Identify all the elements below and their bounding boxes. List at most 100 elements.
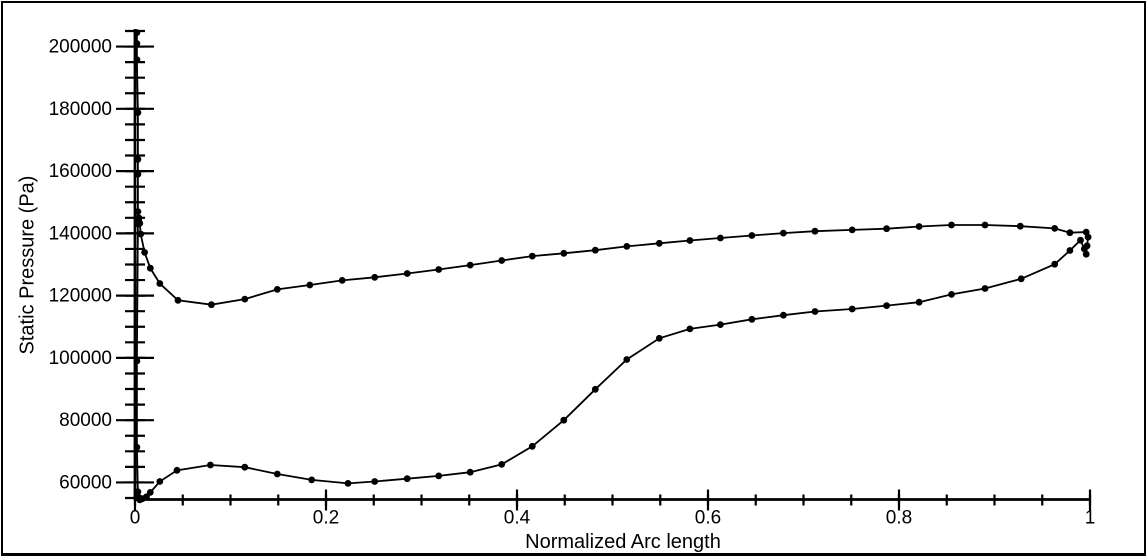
y-tick-label: 80000 <box>59 410 112 431</box>
pressure-curve <box>136 32 1090 502</box>
data-point-marker <box>141 249 149 256</box>
data-point-marker <box>948 291 955 298</box>
y-axis-title: Static Pressure (Pa) <box>16 175 39 355</box>
data-point-marker <box>623 356 631 363</box>
data-point-marker <box>717 321 724 328</box>
data-point-marker <box>848 226 856 234</box>
data-point-marker <box>1082 228 1090 236</box>
data-point-marker <box>591 246 599 254</box>
x-tick-label: 0.6 <box>695 508 721 529</box>
data-point-marker <box>344 480 352 487</box>
data-point-marker <box>134 488 142 496</box>
data-point-marker <box>134 155 142 163</box>
data-point-marker <box>146 489 154 496</box>
data-point-marker <box>133 29 141 36</box>
data-point-marker <box>174 296 182 304</box>
data-point-marker <box>1016 222 1024 230</box>
data-point-marker <box>133 56 141 63</box>
data-point-marker <box>498 461 506 468</box>
data-point-marker <box>1051 225 1059 232</box>
data-point-marker <box>136 220 144 227</box>
data-point-marker <box>466 468 474 476</box>
data-point-marker <box>134 208 142 216</box>
data-point-marker <box>134 170 142 178</box>
data-point-marker <box>156 280 164 287</box>
data-point-marker <box>241 463 249 471</box>
data-point-marker <box>133 443 141 451</box>
data-point-marker <box>748 232 756 239</box>
data-point-marker <box>133 40 141 47</box>
data-point-marker <box>686 237 694 244</box>
data-point-marker <box>811 308 819 315</box>
y-tick-label: 180000 <box>49 99 112 120</box>
x-tick-label: 0.2 <box>313 508 339 529</box>
data-point-marker <box>135 214 143 222</box>
data-point-marker <box>883 302 890 309</box>
data-point-marker <box>308 476 316 484</box>
data-point-marker <box>655 239 663 247</box>
data-point-marker <box>748 315 756 323</box>
data-point-marker <box>1077 236 1084 244</box>
data-point-marker <box>981 285 989 292</box>
data-point-marker <box>1066 247 1074 254</box>
data-point-marker <box>915 223 923 230</box>
data-point-marker <box>173 466 181 474</box>
data-point-marker <box>435 472 443 480</box>
x-tick-label: 1 <box>1085 508 1096 529</box>
data-point-marker <box>948 221 955 229</box>
data-point-marker <box>208 301 215 309</box>
x-tick-label: 0.4 <box>504 508 531 529</box>
data-point-marker <box>134 109 142 116</box>
data-point-marker <box>466 261 474 269</box>
data-point-marker <box>981 221 989 229</box>
data-point-marker <box>338 277 346 284</box>
data-point-marker <box>498 257 506 264</box>
data-point-marker <box>848 305 856 313</box>
data-point-marker <box>591 385 599 393</box>
data-point-marker <box>623 243 631 250</box>
y-tick-label: 160000 <box>49 161 112 182</box>
data-point-marker <box>1083 242 1091 250</box>
data-point-marker <box>306 281 314 289</box>
data-point-marker <box>780 311 787 319</box>
x-axis-title: Normalized Arc length <box>525 531 721 553</box>
data-point-marker <box>156 478 164 485</box>
plot-canvas: 60000 80000 100000 120000 140000 160000 180000… <box>49 29 1096 529</box>
data-point-marker <box>1051 260 1059 268</box>
data-point-marker <box>133 357 141 365</box>
data-point-marker <box>207 461 214 469</box>
data-point-marker <box>241 295 249 303</box>
data-point-marker <box>371 273 379 281</box>
data-point-marker <box>811 227 819 235</box>
y-tick-label: 100000 <box>49 348 112 369</box>
data-point-marker <box>528 252 536 260</box>
data-point-marker <box>146 264 154 272</box>
data-point-marker <box>273 470 281 478</box>
data-point-marker <box>273 286 281 293</box>
data-point-marker <box>915 298 923 306</box>
data-point-marker <box>686 325 694 333</box>
x-tick-label: 0.8 <box>886 508 912 529</box>
data-point-marker <box>560 416 568 424</box>
data-point-marker <box>403 270 411 277</box>
data-point-marker <box>883 225 890 233</box>
data-point-marker <box>1066 229 1074 237</box>
data-point-marker <box>560 249 568 257</box>
x-tick-label: 0 <box>130 508 141 529</box>
data-point-marker <box>528 442 536 450</box>
data-point-marker <box>717 234 724 242</box>
data-point-marker <box>143 493 150 501</box>
data-point-marker <box>1082 250 1090 258</box>
y-tick-label: 140000 <box>49 223 112 244</box>
y-tick-label: 120000 <box>49 286 112 307</box>
data-point-marker <box>1017 275 1025 283</box>
y-tick-label: 200000 <box>49 37 112 58</box>
data-point-marker <box>371 478 379 485</box>
data-point-marker <box>780 229 787 237</box>
data-point-marker <box>137 230 145 238</box>
static-pressure-chart: 60000 80000 100000 120000 140000 160000 180000… <box>3 3 1144 553</box>
y-tick-label: 60000 <box>59 472 112 493</box>
data-point-marker <box>435 266 443 273</box>
data-point-marker <box>655 334 663 342</box>
